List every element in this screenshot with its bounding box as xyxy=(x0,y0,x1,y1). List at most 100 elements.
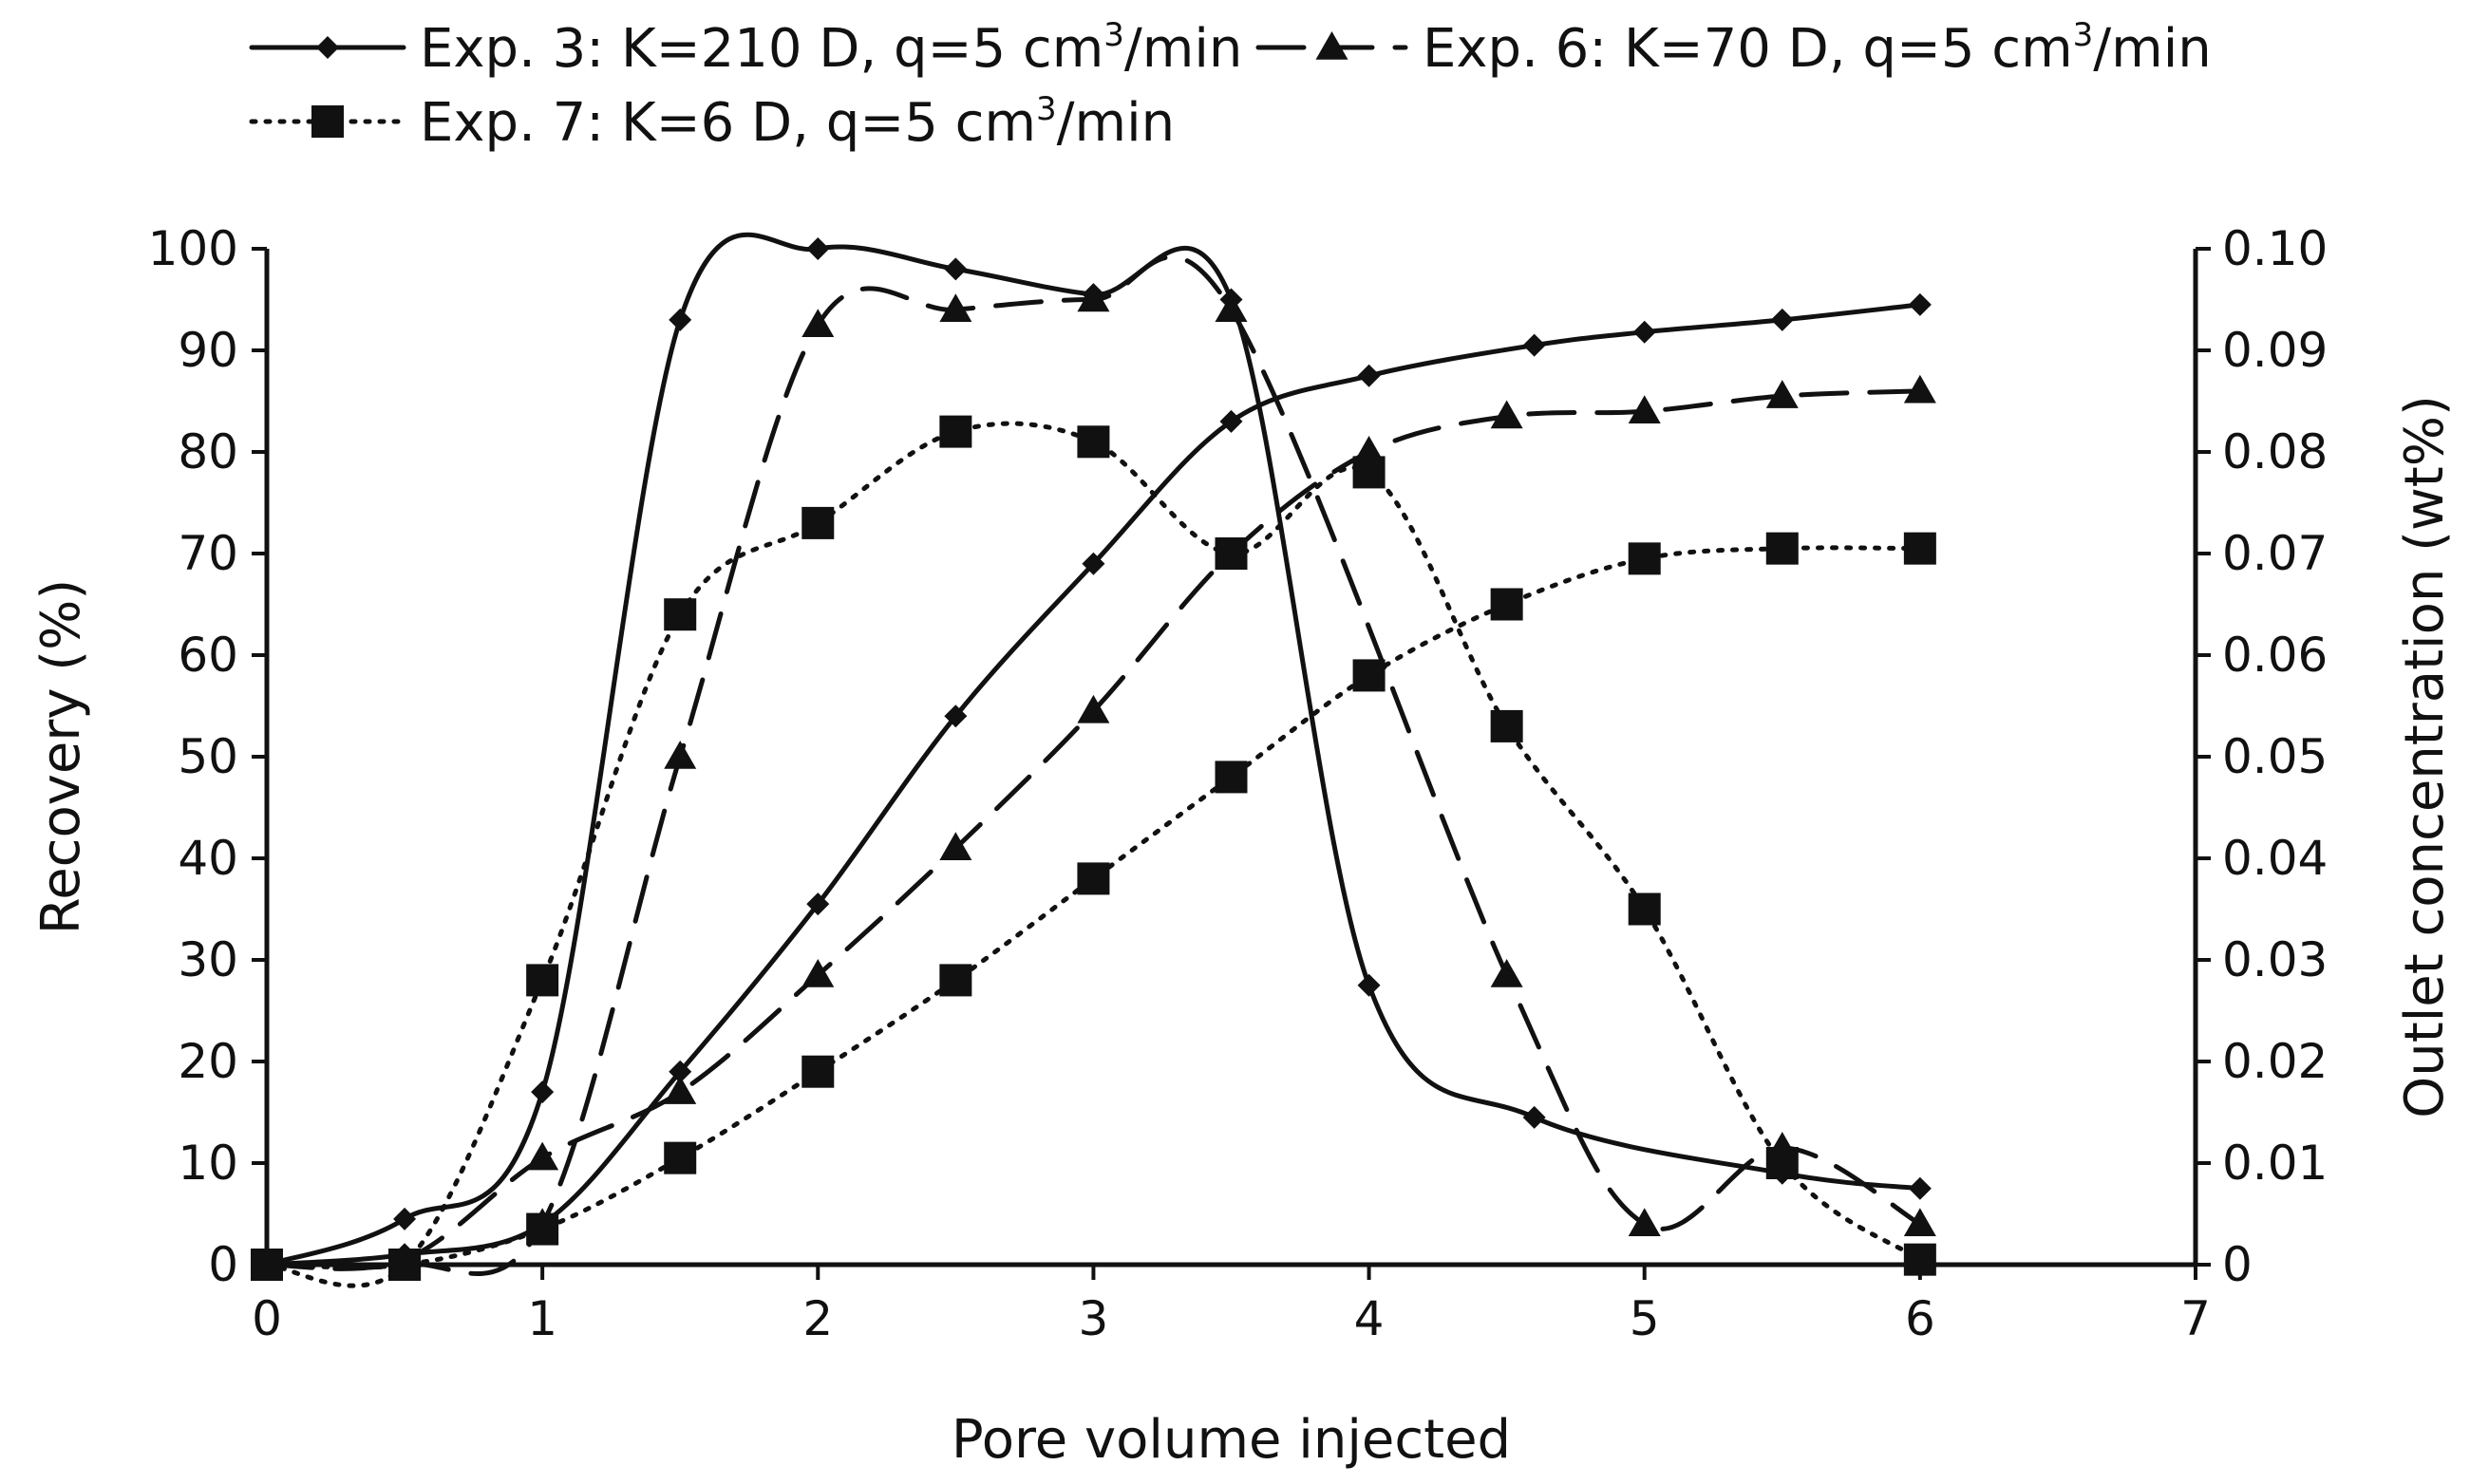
right-tick-label: 0.01 xyxy=(2222,1136,2328,1191)
exp6-concentration-point xyxy=(664,741,697,769)
exp3-recovery-point xyxy=(944,704,968,728)
exp6-concentration-line xyxy=(264,254,1923,1277)
right-tick-label: 0.03 xyxy=(2222,932,2328,987)
legend-marker-exp6 xyxy=(1315,31,1348,60)
legend-label-superscript: 3 xyxy=(1036,90,1057,128)
exp7-concentration-point xyxy=(1352,456,1386,489)
left-tick-label: 70 xyxy=(178,526,238,581)
legend-label-text: Exp. 7: K=6 D, q=5 cm xyxy=(420,92,1036,154)
exp3-recovery-point xyxy=(806,892,830,916)
left-tick-label: 10 xyxy=(178,1136,238,1191)
y-left-axis-title: Recovery (%) xyxy=(30,579,92,934)
legend-label-exp3: Exp. 3: K=210 D, q=5 cm3/min xyxy=(420,16,1242,80)
exp6-recovery-point xyxy=(801,959,835,987)
left-tick-label: 0 xyxy=(208,1237,238,1292)
exp7-recovery-point xyxy=(251,1249,283,1281)
exp7-recovery-point xyxy=(1077,862,1110,895)
right-tick-label: 0.04 xyxy=(2222,831,2328,886)
legend-label-text: Exp. 3: K=210 D, q=5 cm xyxy=(420,18,1103,80)
exp6-recovery-point xyxy=(526,1141,559,1171)
exp6-concentration-point xyxy=(1077,283,1110,312)
exp7-recovery-point xyxy=(1352,659,1386,692)
left-tick-label: 20 xyxy=(178,1034,238,1089)
exp3-concentration-point xyxy=(1908,1176,1932,1200)
exp3-concentration-point xyxy=(1357,973,1381,997)
exp6-recovery-point xyxy=(1903,374,1936,404)
exp7-concentration-point xyxy=(801,506,835,539)
exp7-recovery-point xyxy=(1215,761,1248,794)
exp7-concentration-point xyxy=(1490,709,1523,742)
exp6-concentration-point xyxy=(1903,1208,1936,1236)
series-exp3 xyxy=(255,232,1932,1276)
exp6-concentration-point xyxy=(1628,1208,1661,1236)
series-exp6 xyxy=(251,254,1936,1277)
left-tick-label: 30 xyxy=(178,932,238,987)
left-tick-label: 100 xyxy=(148,221,238,276)
exp7-recovery-point xyxy=(1903,532,1936,565)
left-tick-label: 80 xyxy=(178,424,238,479)
x-tick-label: 2 xyxy=(802,1291,833,1346)
exp6-recovery-point xyxy=(939,832,972,861)
x-tick-label: 4 xyxy=(1354,1291,1385,1346)
exp7-recovery-point xyxy=(526,1212,559,1246)
exp3-recovery-point xyxy=(1219,409,1243,433)
exp7-concentration-point xyxy=(664,598,697,631)
x-axis-title: Pore volume injected xyxy=(952,1409,1511,1471)
x-tick-label: 5 xyxy=(1630,1291,1660,1346)
exp3-concentration-point xyxy=(1522,1105,1546,1129)
right-tick-label: 0 xyxy=(2222,1237,2253,1292)
exp7-recovery-point xyxy=(1490,588,1523,621)
x-tick-label: 0 xyxy=(252,1291,282,1346)
exp7-recovery-point xyxy=(388,1249,422,1281)
right-tick-label: 0.05 xyxy=(2222,729,2328,784)
exp3-recovery-point xyxy=(1908,292,1932,316)
exp3-recovery-point xyxy=(669,1060,692,1083)
exp3-recovery-point xyxy=(1522,333,1546,357)
x-tick-label: 7 xyxy=(2180,1291,2211,1346)
exp3-concentration-point xyxy=(531,1080,555,1104)
exp3-concentration-point xyxy=(393,1207,417,1230)
left-tick-label: 50 xyxy=(178,729,238,784)
right-tick-label: 0.08 xyxy=(2222,424,2328,479)
right-tick-label: 0.06 xyxy=(2222,628,2328,683)
right-tick-label: 0.07 xyxy=(2222,526,2328,581)
exp3-recovery-point xyxy=(1632,320,1656,344)
exp7-concentration-point xyxy=(1077,425,1110,459)
legend-label-unit: /min xyxy=(1124,18,1242,80)
legend-label-superscript: 3 xyxy=(2073,16,2094,54)
exp6-concentration-point xyxy=(939,293,972,322)
exp6-recovery-point xyxy=(1765,380,1799,408)
right-tick-label: 0.02 xyxy=(2222,1034,2328,1089)
exp7-recovery-point xyxy=(664,1141,697,1174)
axes: 010203040506070809010000.010.020.030.040… xyxy=(148,221,2329,1346)
exp3-recovery-point xyxy=(1770,308,1794,331)
exp3-concentration-point xyxy=(806,237,830,260)
legend-label-exp6: Exp. 6: K=70 D, q=5 cm3/min xyxy=(1423,16,2212,80)
legend-marker-exp3 xyxy=(316,36,339,59)
exp7-concentration-point xyxy=(939,415,972,448)
exp3-concentration-point xyxy=(944,257,968,281)
exp6-concentration-point xyxy=(1490,959,1523,987)
legend: Exp. 3: K=210 D, q=5 cm3/min Exp. 6: K=70… xyxy=(249,16,2212,154)
exp3-recovery-point xyxy=(1082,552,1105,575)
legend-label-exp7: Exp. 7: K=6 D, q=5 cm3/min xyxy=(420,90,1175,154)
exp6-concentration-point xyxy=(1215,293,1248,322)
exp3-concentration-point xyxy=(669,308,692,331)
x-tick-label: 1 xyxy=(527,1291,557,1346)
exp7-concentration-point xyxy=(1903,1243,1936,1276)
legend-label-unit: /min xyxy=(2093,18,2211,80)
x-tick-label: 3 xyxy=(1079,1291,1109,1346)
y-right-axis-title: Outlet concentration (wt%) xyxy=(2394,395,2456,1118)
exp7-concentration-point xyxy=(1628,892,1661,926)
exp7-concentration-point xyxy=(1215,537,1248,570)
right-tick-label: 0.10 xyxy=(2222,221,2328,276)
exp6-concentration-point xyxy=(801,309,835,337)
exp3-concentration-line xyxy=(264,232,1923,1268)
exp7-recovery-point xyxy=(801,1055,835,1088)
exp7-recovery-point xyxy=(1628,542,1661,575)
legend-marker-exp7 xyxy=(311,105,344,138)
right-tick-label: 0.09 xyxy=(2222,323,2328,378)
exp3-recovery-point xyxy=(1357,364,1381,387)
